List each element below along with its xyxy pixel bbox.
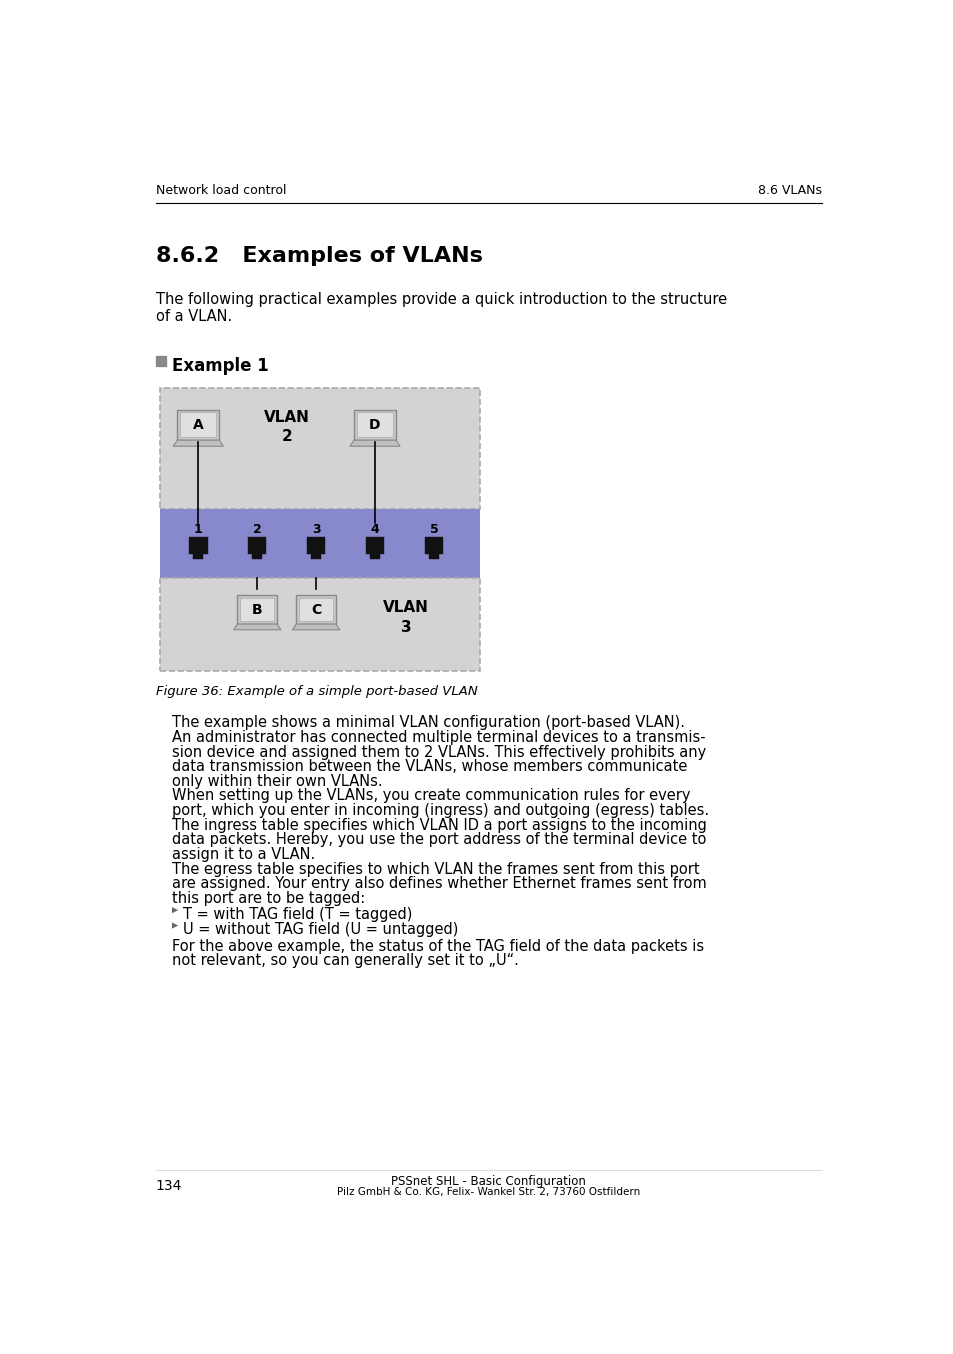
Bar <box>354 410 395 440</box>
Text: data transmission between the VLANs, whose members communicate: data transmission between the VLANs, who… <box>172 760 686 774</box>
Bar <box>365 536 384 554</box>
Bar <box>356 413 393 437</box>
Text: sion device and assigned them to 2 VLANs. This effectively prohibits any: sion device and assigned them to 2 VLANs… <box>172 745 705 760</box>
Text: Pilz GmbH & Co. KG, Felix- Wankel Str. 2, 73760 Ostfildern: Pilz GmbH & Co. KG, Felix- Wankel Str. 2… <box>337 1186 639 1197</box>
Text: 5: 5 <box>429 523 437 536</box>
Bar <box>237 596 276 624</box>
Text: U = without TAG field (U = untagged): U = without TAG field (U = untagged) <box>183 922 457 937</box>
Text: For the above example, the status of the TAG field of the data packets is: For the above example, the status of the… <box>172 938 703 953</box>
Text: D: D <box>369 418 380 432</box>
Text: only within their own VLANs.: only within their own VLANs. <box>172 774 382 789</box>
Text: The egress table specifies to which VLAN the frames sent from this port: The egress table specifies to which VLAN… <box>172 861 699 876</box>
Polygon shape <box>292 624 339 630</box>
Text: assign it to a VLAN.: assign it to a VLAN. <box>172 848 314 862</box>
Bar <box>180 413 216 437</box>
Text: B: B <box>252 603 262 616</box>
Text: VLAN
3: VLAN 3 <box>383 600 429 635</box>
Bar <box>248 536 266 554</box>
Text: Network load control: Network load control <box>155 184 286 198</box>
Text: data packets. Hereby, you use the port address of the terminal device to: data packets. Hereby, you use the port a… <box>172 833 705 848</box>
Bar <box>159 389 479 509</box>
Text: Figure 36: Example of a simple port-based VLAN: Figure 36: Example of a simple port-base… <box>155 685 476 697</box>
Bar <box>159 509 479 578</box>
Text: of a VLAN.: of a VLAN. <box>155 309 232 324</box>
Bar <box>177 410 219 440</box>
Text: 4: 4 <box>370 523 379 536</box>
Polygon shape <box>173 440 223 447</box>
Text: 134: 134 <box>155 1179 182 1193</box>
Text: 8.6 VLANs: 8.6 VLANs <box>758 184 821 198</box>
Bar <box>370 554 379 559</box>
Text: The example shows a minimal VLAN configuration (port-based VLAN).: The example shows a minimal VLAN configu… <box>172 715 684 730</box>
Bar <box>252 554 262 559</box>
Bar <box>429 554 438 559</box>
Polygon shape <box>172 907 178 913</box>
Polygon shape <box>172 922 178 929</box>
Text: 1: 1 <box>193 523 202 536</box>
Bar <box>296 596 335 624</box>
Polygon shape <box>233 624 280 630</box>
Text: 3: 3 <box>312 523 320 536</box>
Bar <box>155 356 166 366</box>
Bar <box>311 554 321 559</box>
Polygon shape <box>350 440 399 447</box>
Text: The ingress table specifies which VLAN ID a port assigns to the incoming: The ingress table specifies which VLAN I… <box>172 818 706 833</box>
Text: port, which you enter in incoming (ingress) and outgoing (egress) tables.: port, which you enter in incoming (ingre… <box>172 803 708 818</box>
Text: PSSnet SHL - Basic Configuration: PSSnet SHL - Basic Configuration <box>391 1175 586 1187</box>
Text: 2: 2 <box>253 523 261 536</box>
Text: A: A <box>193 418 203 432</box>
Bar <box>307 536 325 554</box>
Text: T = with TAG field (T = tagged): T = with TAG field (T = tagged) <box>183 907 412 922</box>
Text: An administrator has connected multiple terminal devices to a transmis-: An administrator has connected multiple … <box>172 730 705 745</box>
Text: this port are to be tagged:: this port are to be tagged: <box>172 891 365 906</box>
Text: not relevant, so you can generally set it to „U“.: not relevant, so you can generally set i… <box>172 953 518 968</box>
Text: VLAN
2: VLAN 2 <box>263 410 310 444</box>
Bar <box>424 536 442 554</box>
Bar <box>240 598 274 621</box>
Text: The following practical examples provide a quick introduction to the structure: The following practical examples provide… <box>155 292 726 307</box>
Text: When setting up the VLANs, you create communication rules for every: When setting up the VLANs, you create co… <box>172 788 690 803</box>
Bar <box>159 578 479 670</box>
Bar <box>189 536 208 554</box>
Bar <box>298 598 333 621</box>
Text: Example 1: Example 1 <box>172 357 269 375</box>
Text: C: C <box>311 603 321 616</box>
Text: 8.6.2   Examples of VLANs: 8.6.2 Examples of VLANs <box>155 245 482 265</box>
Text: are assigned. Your entry also defines whether Ethernet frames sent from: are assigned. Your entry also defines wh… <box>172 876 706 891</box>
Bar <box>193 554 203 559</box>
